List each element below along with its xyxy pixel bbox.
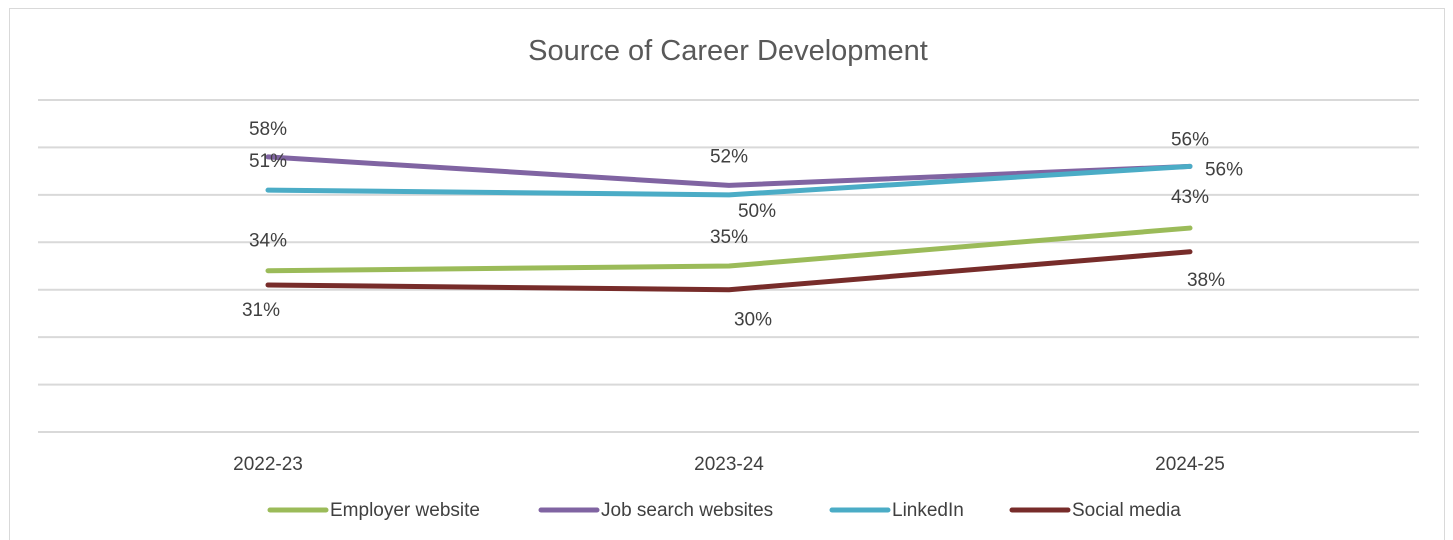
data-label: 43% [1171, 187, 1209, 208]
series-lines [268, 157, 1190, 290]
chart-title: Source of Career Development [528, 35, 928, 67]
data-label: 30% [734, 310, 772, 331]
legend-label: Social media [1072, 500, 1181, 521]
data-labels: 34% 35% 43% 58% 52% 56% 51% 50% 56% 31% 30% 38% [242, 119, 1243, 331]
data-label: 52% [710, 146, 748, 167]
data-label: 56% [1171, 129, 1209, 150]
data-label: 34% [249, 231, 287, 252]
legend-item: Job search websites [541, 500, 773, 521]
x-axis-ticks: 2022-23 2023-24 2024-25 [233, 454, 1225, 475]
legend-item: Employer website [270, 500, 480, 521]
data-label: 31% [242, 300, 280, 321]
legend-item: LinkedIn [832, 500, 964, 521]
legend: Employer website Job search websites Linke… [270, 500, 1181, 521]
data-label: 50% [738, 201, 776, 222]
x-tick-label: 2022-23 [233, 454, 303, 475]
legend-label: LinkedIn [892, 500, 964, 521]
legend-item: Social media [1012, 500, 1181, 521]
data-label: 56% [1205, 159, 1243, 180]
data-label: 38% [1187, 270, 1225, 291]
legend-label: Job search websites [601, 500, 773, 521]
data-label: 58% [249, 119, 287, 140]
x-tick-label: 2024-25 [1155, 454, 1225, 475]
x-tick-label: 2023-24 [694, 454, 764, 475]
data-label: 51% [249, 151, 287, 172]
data-label: 35% [710, 227, 748, 248]
legend-label: Employer website [330, 500, 480, 521]
